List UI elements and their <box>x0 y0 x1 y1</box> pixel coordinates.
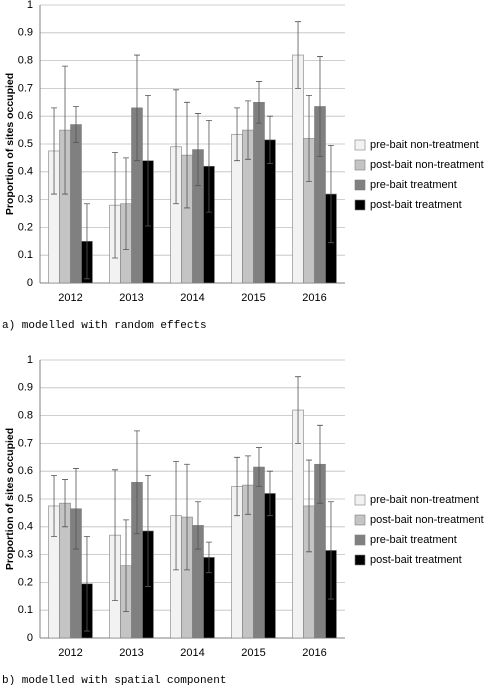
y-tick-label: 0.3 <box>18 549 33 561</box>
error-bar <box>173 89 180 205</box>
error-bar <box>112 469 119 601</box>
y-tick-label: 0.4 <box>18 166 33 178</box>
legend-swatch <box>354 159 366 171</box>
error-bar <box>62 65 69 195</box>
y-tick-label: 0.9 <box>18 27 33 39</box>
legend-label: pre-bait treatment <box>370 534 457 546</box>
bar <box>70 124 82 284</box>
y-axis-label: Proportion of sites occupied <box>4 73 16 215</box>
legend-label: post-bait treatment <box>370 199 462 211</box>
x-tick-label: 2013 <box>119 647 143 659</box>
error-bar <box>205 119 212 213</box>
y-tick-label: 0.6 <box>18 465 33 477</box>
error-bar <box>295 376 302 444</box>
error-bar <box>133 430 140 535</box>
error-bar <box>234 456 241 517</box>
error-bar <box>184 463 191 571</box>
error-bar <box>306 459 313 553</box>
y-tick-label: 0 <box>27 632 33 644</box>
error-bar <box>72 106 79 144</box>
error-bar <box>144 94 151 227</box>
error-bar <box>133 54 140 162</box>
x-tick-label: 2012 <box>58 292 82 304</box>
error-bar <box>327 144 334 244</box>
error-bar <box>245 100 252 160</box>
y-tick-label: 0.8 <box>18 410 33 422</box>
legend-swatch <box>354 534 366 546</box>
y-tick-label: 0.3 <box>18 194 33 206</box>
legend-swatch <box>354 554 366 566</box>
x-tick-label: 2016 <box>302 647 326 659</box>
legend-swatch <box>354 494 366 506</box>
error-bar <box>306 94 313 182</box>
y-tick-label: 0.7 <box>18 82 33 94</box>
bar <box>292 409 304 639</box>
legend-label: post-bait non-treatment <box>370 159 484 171</box>
bar <box>253 102 265 284</box>
error-bar <box>51 474 58 537</box>
x-tick-label: 2014 <box>180 647 204 659</box>
error-bar <box>316 56 323 157</box>
error-bar <box>112 151 119 259</box>
error-bar <box>184 101 191 209</box>
error-bar <box>327 501 334 600</box>
x-tick-label: 2012 <box>58 647 82 659</box>
error-bar <box>123 519 130 612</box>
error-bar <box>316 424 323 504</box>
bar <box>292 54 304 284</box>
y-tick-label: 0.9 <box>18 382 33 394</box>
error-bar <box>295 21 302 89</box>
legend-swatch <box>354 139 366 151</box>
bar <box>253 466 265 639</box>
x-tick-label: 2014 <box>180 292 204 304</box>
error-bar <box>83 203 90 280</box>
legend-label: post-bait treatment <box>370 554 462 566</box>
y-tick-label: 0.4 <box>18 521 33 533</box>
legend-label: pre-bait treatment <box>370 179 457 191</box>
error-bar <box>205 541 212 574</box>
error-bar <box>266 470 273 517</box>
x-tick-label: 2015 <box>241 647 265 659</box>
y-tick-label: 0.5 <box>18 138 33 150</box>
y-tick-label: 0.5 <box>18 493 33 505</box>
error-bar <box>51 107 58 195</box>
y-axis-label: Proportion of sites occupied <box>4 428 16 570</box>
y-tick-label: 0.1 <box>18 249 33 261</box>
y-tick-label: 0.2 <box>18 576 33 588</box>
legend-label: pre-bait non-treatment <box>370 494 479 506</box>
chart-caption: a) modelled with random effects <box>2 320 207 332</box>
error-bar <box>123 157 130 251</box>
y-tick-label: 0.1 <box>18 604 33 616</box>
error-bar <box>255 447 262 487</box>
x-tick-label: 2015 <box>241 292 265 304</box>
error-bar <box>173 461 180 571</box>
error-bar <box>72 468 79 550</box>
error-bar <box>83 536 90 632</box>
y-tick-label: 0.2 <box>18 221 33 233</box>
legend-swatch <box>354 199 366 211</box>
legend-swatch <box>354 514 366 526</box>
x-tick-label: 2013 <box>119 292 143 304</box>
x-tick-label: 2016 <box>302 292 326 304</box>
error-bar <box>62 479 69 528</box>
y-tick-label: 1 <box>27 0 33 11</box>
y-tick-label: 0.8 <box>18 55 33 67</box>
y-tick-label: 1 <box>27 354 33 366</box>
error-bar <box>255 81 262 124</box>
legend-label: pre-bait non-treatment <box>370 139 479 151</box>
y-tick-label: 0.6 <box>18 110 33 122</box>
legend-label: post-bait non-treatment <box>370 514 484 526</box>
error-bar <box>234 107 241 162</box>
y-tick-label: 0 <box>27 277 33 289</box>
error-bar <box>245 455 252 515</box>
error-bar <box>266 115 273 164</box>
error-bar <box>194 113 201 187</box>
y-tick-label: 0.7 <box>18 437 33 449</box>
error-bar <box>194 501 201 550</box>
legend-swatch <box>354 179 366 191</box>
error-bar <box>144 474 151 587</box>
chart-caption: b) modelled with spatial component <box>2 675 226 685</box>
